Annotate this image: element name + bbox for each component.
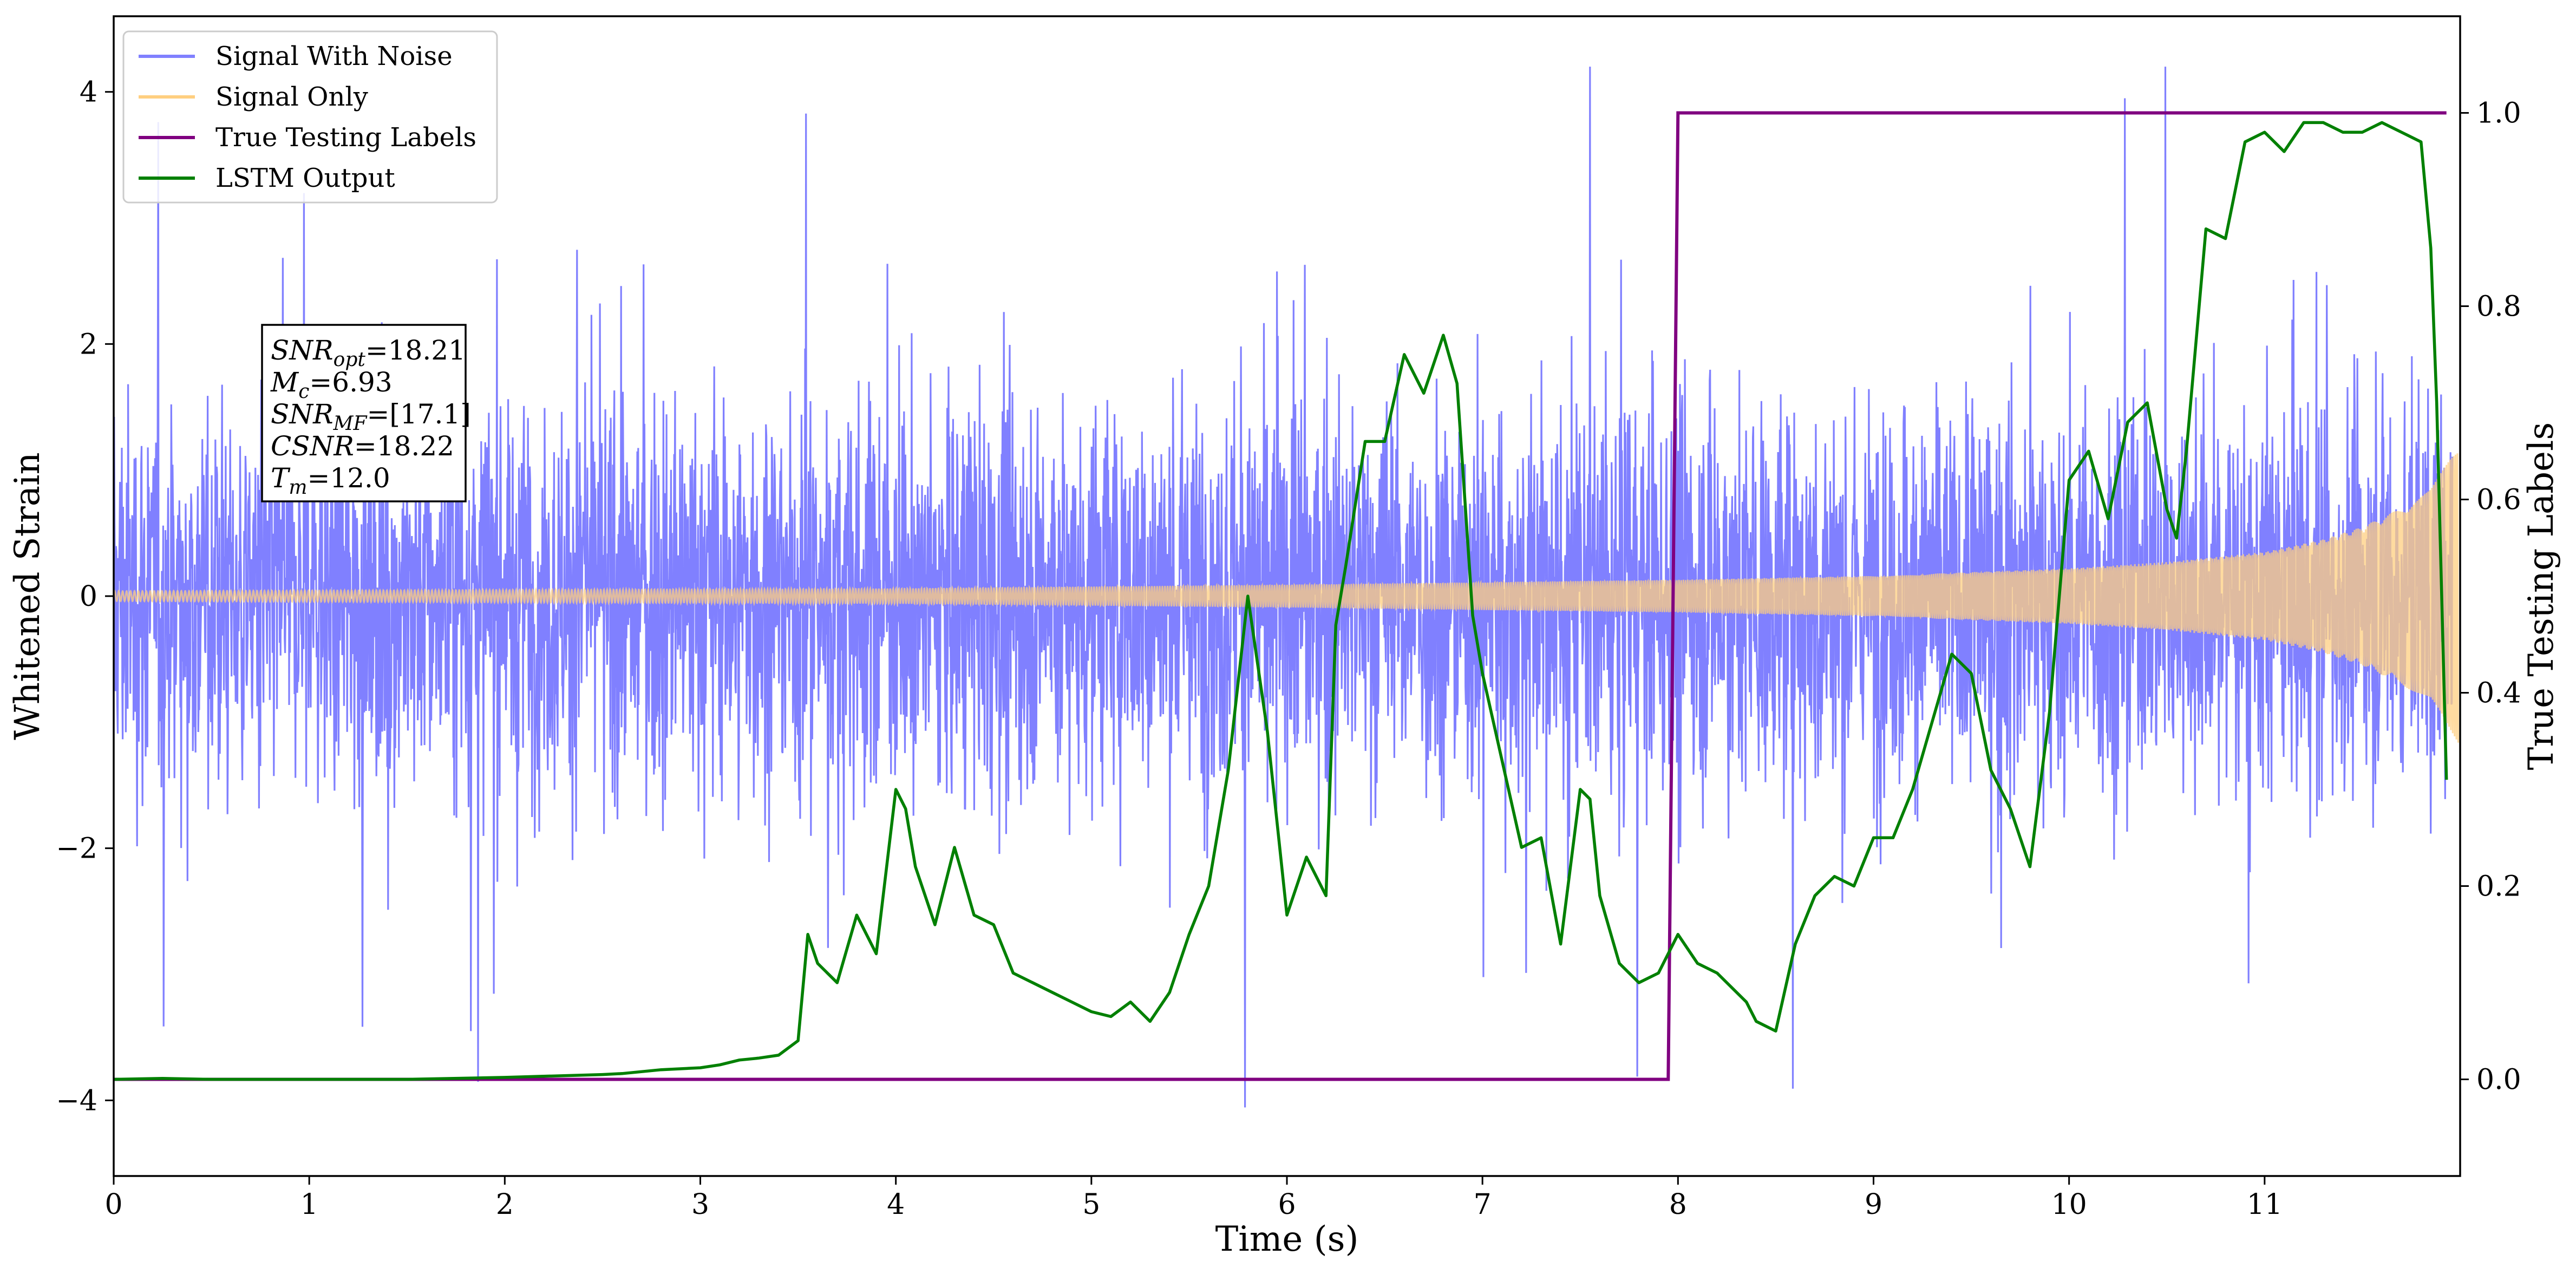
- annotation-box: SNRopt=18.21Mc=6.93SNRMF=[17.1]CSNR=18.2…: [261, 324, 471, 502]
- x-tick-label: 6: [1278, 1188, 1296, 1221]
- x-axis-ticks: 0 1 2 3 4 5 6 7 8 9 10 11: [104, 1176, 2283, 1221]
- y-tick-label: −4: [56, 1084, 97, 1117]
- y-tick-label: 4: [80, 76, 97, 109]
- x-tick-label: 11: [2247, 1188, 2283, 1221]
- x-tick-label: 1: [300, 1188, 318, 1221]
- series-true-testing-labels: [114, 111, 2447, 1081]
- lstm-line: [114, 121, 2448, 1081]
- y-axis-ticks: −4 −2 0 2 4: [56, 76, 114, 1117]
- x-tick-label: 0: [104, 1188, 122, 1221]
- legend-label: LSTM Output: [215, 163, 395, 193]
- x-tick-label: 10: [2051, 1188, 2087, 1221]
- noise-trace: [114, 67, 2454, 1108]
- series-signal-with-noise: [114, 67, 2454, 1108]
- y-tick-label: −2: [56, 833, 97, 865]
- y-axis-title: Whitened Strain: [8, 452, 48, 740]
- y2-axis-title: True Testing Labels: [2521, 422, 2561, 770]
- legend-box: [122, 30, 498, 204]
- legend-entries: Signal With Noise Signal Only True Testing…: [139, 41, 476, 193]
- y2-tick-label: 0.2: [2476, 871, 2521, 903]
- signal-trace: [114, 453, 2459, 743]
- annotation-line: SNRMF=[17.1]: [271, 398, 471, 435]
- y2-tick-label: 0.4: [2476, 677, 2521, 710]
- y2-tick-label: 0.6: [2476, 484, 2521, 517]
- y2-tick-label: 1.0: [2476, 97, 2521, 130]
- series-lstm-output: [114, 121, 2448, 1081]
- x-tick-label: 7: [1474, 1188, 1492, 1221]
- x-tick-label: 9: [1865, 1188, 1882, 1221]
- legend-label: Signal Only: [215, 82, 368, 112]
- annotation-line: Mc=6.93: [270, 367, 393, 403]
- labels-line: [114, 111, 2447, 1081]
- x-tick-label: 2: [496, 1188, 514, 1221]
- annotation-line: Tm=12.0: [271, 462, 390, 499]
- legend: Signal With Noise Signal Only True Testing…: [122, 30, 498, 204]
- y2-axis-ticks: 0.0 0.2 0.4 0.6 0.8 1.0: [2460, 97, 2521, 1096]
- plot-data-layer: [114, 67, 2459, 1108]
- annotation-lines: SNRopt=18.21Mc=6.93SNRMF=[17.1]CSNR=18.2…: [270, 335, 471, 499]
- annotation-frame: [261, 324, 467, 502]
- series-signal-only: [114, 453, 2459, 743]
- annotation-line: SNRopt=18.21: [271, 335, 466, 371]
- y-tick-label: 0: [80, 580, 97, 613]
- y2-tick-label: 0.0: [2476, 1064, 2521, 1096]
- y2-tick-label: 0.8: [2476, 291, 2521, 323]
- legend-label: True Testing Labels: [215, 122, 476, 153]
- annotation-line: CSNR=18.22: [271, 430, 454, 462]
- x-tick-label: 8: [1669, 1188, 1687, 1221]
- legend-label: Signal With Noise: [215, 41, 453, 71]
- x-tick-label: 4: [887, 1188, 905, 1221]
- y-tick-label: 2: [80, 328, 97, 361]
- x-axis-title: Time (s): [1215, 1219, 1359, 1259]
- x-tick-label: 5: [1082, 1188, 1100, 1221]
- x-tick-label: 3: [691, 1188, 709, 1221]
